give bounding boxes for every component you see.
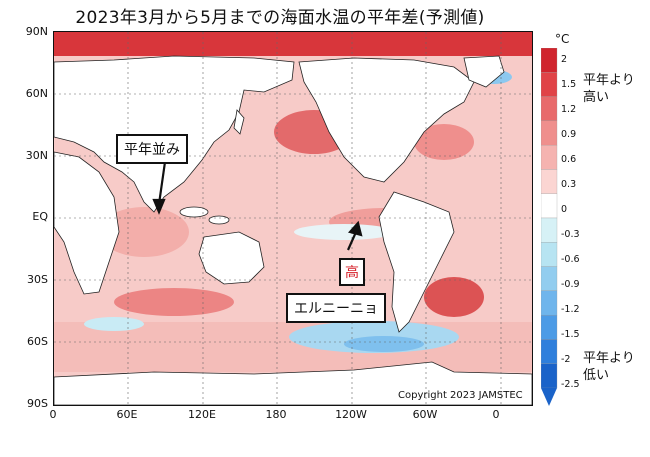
x-label-60w: 60W <box>412 408 438 421</box>
el-nino-callout: エルニーニョ <box>286 293 386 323</box>
below-normal-line1: 平年より <box>583 351 635 366</box>
normal-arrow-head <box>152 198 166 215</box>
new-guinea-island <box>208 215 230 225</box>
y-label-90n: 90N <box>25 25 48 38</box>
colorbar-segment <box>541 217 558 243</box>
colorbar-segment <box>541 193 558 219</box>
north-atlantic-warm-patch <box>414 124 474 160</box>
y-label-90s: 90S <box>27 397 48 410</box>
arctic-warm-band <box>54 32 532 56</box>
colorbar-segment <box>541 144 558 170</box>
colorbar-tick-label: -1.5 <box>561 329 580 340</box>
antarctica-land <box>54 361 532 405</box>
colorbar-tick-label: 1.5 <box>561 79 577 90</box>
southern-ocean-cool-core <box>344 336 424 352</box>
colorbar-tick-label: 2 <box>561 54 568 65</box>
africa-land <box>54 151 120 295</box>
western-indian-warm-patch <box>99 207 189 257</box>
colorbar-segment <box>541 72 558 97</box>
high-arrow-head <box>347 220 363 237</box>
colorbar-tick-label: -1.2 <box>561 304 580 315</box>
colorbar-tick-label: -2 <box>561 354 571 365</box>
colorbar-tick-label: -2.5 <box>561 379 580 390</box>
colorbar-segment <box>541 120 558 146</box>
colorbar-segment <box>541 339 558 364</box>
high-callout: 高 <box>339 258 365 286</box>
south-atlantic-warm-patch <box>424 277 484 317</box>
colorbar-tick-label: -0.3 <box>561 229 580 240</box>
colorbar-segment <box>541 266 558 292</box>
colorbar-segment <box>541 363 558 389</box>
x-label-120w: 120W <box>335 408 367 421</box>
south-indian-cool-patch <box>84 317 144 331</box>
colorbar-unit: °C <box>555 32 570 46</box>
y-label-30s: 30S <box>27 273 48 286</box>
south-america-land <box>378 191 455 333</box>
x-label-0-end: 0 <box>492 408 500 421</box>
sst-anomaly-map <box>53 31 533 406</box>
southern-ocean-band <box>54 322 532 372</box>
continents <box>54 55 532 405</box>
y-label-30n: 30N <box>25 149 48 162</box>
colorbar-bottom-triangle <box>541 388 557 406</box>
y-label-60n: 60N <box>25 87 48 100</box>
greenland-land <box>463 55 505 88</box>
indonesia-island <box>179 206 209 218</box>
above-normal-note: 平年より 高い <box>583 72 635 106</box>
y-label-eq: EQ <box>32 210 48 223</box>
x-label-60e: 60E <box>116 408 138 421</box>
colorbar-tick-label: 0.3 <box>561 179 577 190</box>
y-label-60s: 60S <box>27 335 48 348</box>
indian-ocean-warm-patch <box>114 288 234 316</box>
colorbar <box>541 48 558 406</box>
callout-arrows <box>152 161 363 251</box>
above-normal-line2: 高い <box>583 90 610 105</box>
colorbar-segment <box>541 169 558 194</box>
x-label-0: 0 <box>49 408 57 421</box>
normal-callout: 平年並み <box>116 134 188 164</box>
high-arrow-line <box>346 231 358 251</box>
normal-arrow-line <box>157 161 167 205</box>
colorbar-tick-label: 0.9 <box>561 129 577 140</box>
colorbar-tick-label: 0.6 <box>561 154 577 165</box>
x-label-180: 180 <box>265 408 287 421</box>
colorbar-tick-label: 1.2 <box>561 104 577 115</box>
colorbar-tick-label: -0.6 <box>561 254 580 265</box>
australia-land <box>198 231 265 285</box>
map-gridlines <box>54 32 532 405</box>
colorbar-segment <box>541 314 558 340</box>
japan-land <box>233 109 245 135</box>
copyright-text: Copyright 2023 JAMSTEC <box>398 390 523 401</box>
below-normal-line2: 低い <box>583 368 610 383</box>
above-normal-line1: 平年より <box>583 73 635 88</box>
colorbar-tick-label: -0.9 <box>561 279 580 290</box>
colorbar-segment <box>541 290 558 316</box>
map-title: 2023年3月から5月までの海面水温の平年差(予測値) <box>75 8 485 28</box>
colorbar-segment <box>541 96 558 122</box>
central-pacific-neutral-strip <box>294 224 394 240</box>
colorbar-segment <box>541 48 558 73</box>
x-label-120e: 120E <box>188 408 216 421</box>
below-normal-note: 平年より 低い <box>583 350 635 384</box>
north-america-land <box>298 57 475 183</box>
colorbar-tick-label: 0 <box>561 204 568 215</box>
colorbar-segment <box>541 242 558 267</box>
